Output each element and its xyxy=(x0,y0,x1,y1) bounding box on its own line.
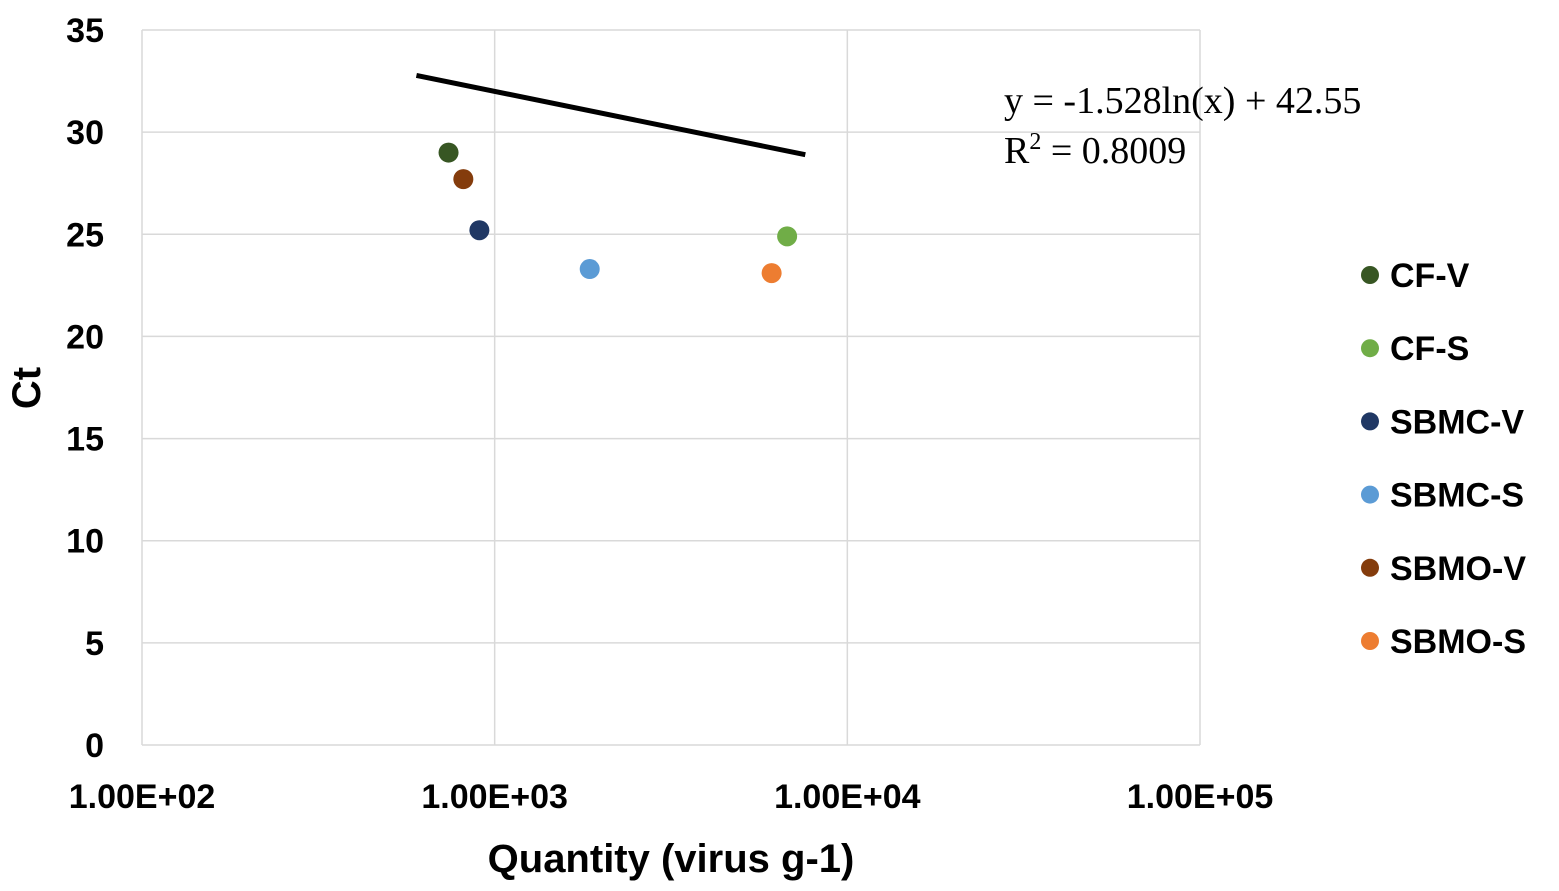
legend-marker-cf-v xyxy=(1361,266,1379,284)
trendline-equation-text: y = -1.528ln(x) + 42.55 xyxy=(1004,80,1361,122)
data-point-sbmc-s xyxy=(579,259,600,280)
y-tick-label: 5 xyxy=(85,625,104,663)
r-squared-value: = 0.8009 xyxy=(1041,130,1186,172)
x-axis-tick-labels: 1.00E+02 1.00E+03 1.00E+04 1.00E+05 xyxy=(69,778,1274,816)
y-tick-label: 25 xyxy=(66,216,104,254)
y-tick-label: 35 xyxy=(66,12,104,50)
legend-marker-sbmo-v xyxy=(1361,558,1379,577)
x-axis-title: Quantity (virus g-1) xyxy=(488,837,855,881)
y-tick-label: 15 xyxy=(66,421,104,459)
legend-marker-sbmc-s xyxy=(1361,485,1379,504)
legend-label-sbmc-v: SBMC-V xyxy=(1390,403,1524,441)
r-squared-superscript: 2 xyxy=(1029,129,1041,155)
legend-marker-sbmc-v xyxy=(1361,412,1379,431)
legend-label-cf-v: CF-V xyxy=(1390,257,1470,295)
trendline-r-squared: R2 = 0.8009 xyxy=(1004,129,1186,172)
legend-marker-sbmo-s xyxy=(1361,632,1379,650)
y-tick-label: 0 xyxy=(85,727,104,765)
x-tick-label: 1.00E+04 xyxy=(774,778,921,816)
data-point-sbmo-s xyxy=(761,263,782,284)
x-tick-label: 1.00E+02 xyxy=(69,778,216,816)
x-tick-label: 1.00E+03 xyxy=(421,778,568,816)
y-tick-label: 10 xyxy=(66,523,104,561)
data-point-sbmo-v xyxy=(453,169,474,190)
data-point-sbmc-v xyxy=(469,220,490,241)
trendline xyxy=(415,72,806,158)
gridlines xyxy=(141,29,1201,746)
legend: CF-V CF-S SBMC-V SBMC-S SBMO-V SBMO-S xyxy=(1361,257,1526,661)
legend-marker-cf-s xyxy=(1361,339,1379,358)
data-points xyxy=(438,142,798,284)
legend-label-sbmo-v: SBMO-V xyxy=(1390,550,1526,588)
trendline-equation: y = -1.528ln(x) + 42.55 R2 = 0.8009 xyxy=(1004,80,1361,172)
y-axis-title: Ct xyxy=(5,367,49,409)
trendline-layer xyxy=(415,72,806,158)
r-squared-prefix: R xyxy=(1004,130,1030,172)
y-axis-tick-labels: 0 5 10 15 20 25 30 35 xyxy=(66,12,104,765)
data-point-cf-s xyxy=(777,226,798,247)
legend-label-sbmo-s: SBMO-S xyxy=(1390,623,1526,661)
y-tick-label: 20 xyxy=(66,318,104,356)
y-tick-label: 30 xyxy=(66,114,104,152)
x-tick-label: 1.00E+05 xyxy=(1127,778,1274,816)
legend-label-cf-s: CF-S xyxy=(1390,330,1469,368)
data-point-cf-v xyxy=(438,142,459,163)
legend-label-sbmc-s: SBMC-S xyxy=(1390,477,1524,515)
